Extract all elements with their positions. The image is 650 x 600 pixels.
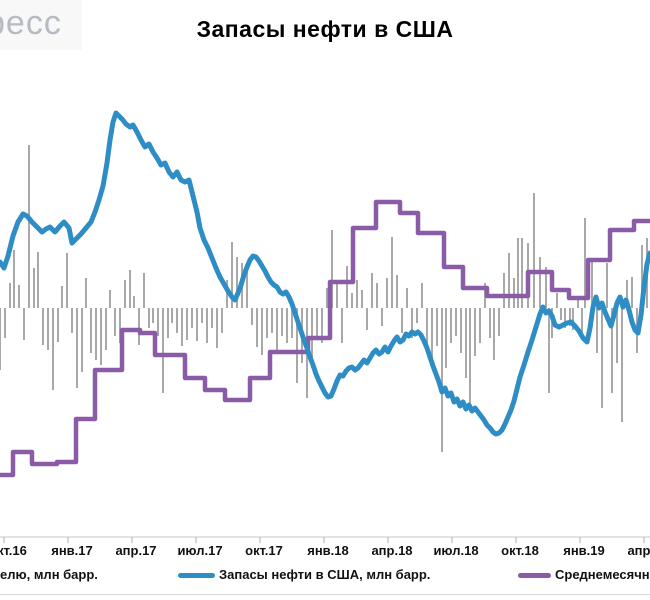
page-title: Запасы нефти в США: [196, 16, 454, 42]
x-axis: [0, 536, 650, 543]
blue-line-swatch: [178, 573, 215, 578]
bottom-divider: [0, 594, 650, 595]
logo: ресс: [0, 0, 82, 50]
bars-weekly-change: [0, 145, 648, 452]
legend-label-inventories: Запасы нефти в США, млн барр.: [219, 567, 431, 582]
purple-line-swatch: [518, 573, 551, 578]
monthly-step-line: [0, 199, 650, 478]
legend-label-monthly: Среднемесячн: [555, 567, 650, 582]
inventories-line: [0, 110, 650, 437]
logo-text: ресс: [0, 4, 62, 42]
legend-label-weekly-change: елю, млн барр.: [0, 567, 98, 582]
